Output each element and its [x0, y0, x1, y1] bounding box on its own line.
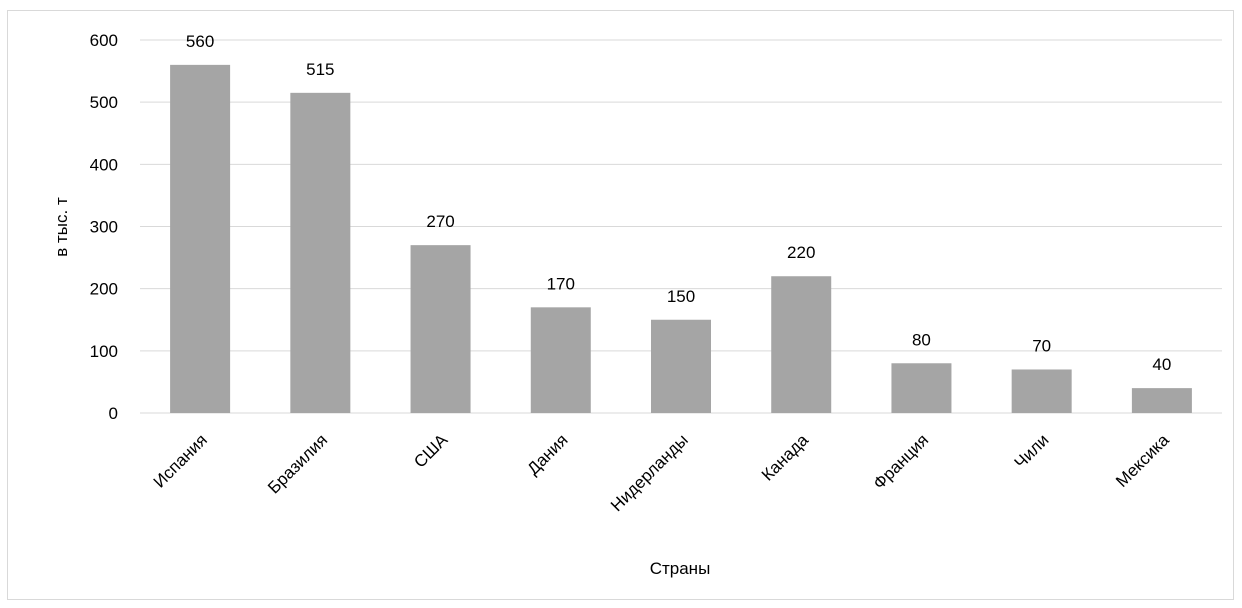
bar	[290, 92, 351, 413]
bar	[410, 245, 471, 413]
bar	[651, 319, 711, 413]
y-tick-label: 0	[109, 404, 118, 423]
bars	[170, 64, 1192, 413]
x-tick-label: Чили	[1011, 430, 1053, 472]
y-tick-label: 100	[90, 342, 118, 361]
data-label: 170	[547, 274, 575, 293]
y-tick-label: 600	[90, 31, 118, 50]
x-axis-title: Страны	[650, 559, 711, 578]
x-tick-label: Франция	[870, 430, 933, 493]
data-label: 220	[787, 243, 815, 262]
bar	[1011, 369, 1072, 413]
bar	[891, 363, 952, 413]
bar	[771, 276, 832, 413]
x-axis-tick-labels: Испания Бразилия США Дания Нидерланды Канада Ф…	[150, 430, 1173, 515]
data-label: 70	[1032, 336, 1051, 355]
data-label: 40	[1152, 355, 1171, 374]
y-tick-label: 400	[90, 155, 118, 174]
x-tick-label: Дания	[523, 430, 571, 478]
x-tick-label: Мексика	[1112, 430, 1173, 491]
bar	[170, 64, 231, 413]
x-tick-label: Нидерланды	[607, 430, 692, 515]
bar	[1131, 388, 1192, 413]
x-tick-label: США	[410, 430, 452, 472]
y-axis-tick-labels: 0 100 200 300 400 500 600	[90, 31, 118, 423]
x-tick-label: Испания	[150, 430, 211, 491]
x-tick-label: Канада	[758, 430, 813, 485]
y-tick-label: 500	[90, 93, 118, 112]
x-tick-label: Бразилия	[264, 430, 331, 497]
y-tick-label: 300	[90, 218, 118, 237]
data-label: 150	[667, 287, 695, 306]
data-label: 270	[426, 212, 454, 231]
y-tick-label: 200	[90, 280, 118, 299]
data-labels: 560 515 270 170 150 220 80 70 40	[186, 32, 1171, 374]
data-label: 560	[186, 32, 214, 51]
bar	[530, 307, 591, 413]
y-axis-title: в тыс. т	[52, 197, 71, 257]
data-label: 515	[306, 60, 334, 79]
data-label: 80	[912, 330, 931, 349]
